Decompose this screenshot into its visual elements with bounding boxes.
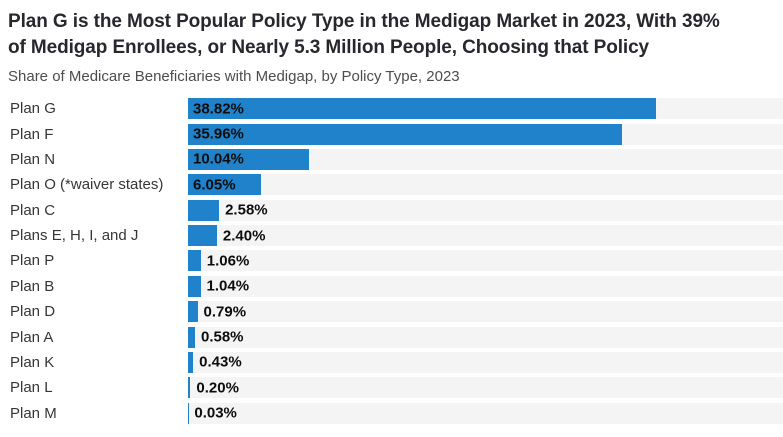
bar — [188, 98, 657, 120]
bar-track: 38.82% — [188, 98, 783, 120]
bar-chart: Plan G 38.82% Plan F 35.96% Plan N 10.04% Plan… — [0, 96, 783, 426]
chart-row: Plan O (*waiver states) 6.05% — [0, 172, 783, 197]
chart-row: Plan C 2.58% — [0, 198, 783, 223]
value-label: 2.40% — [222, 227, 266, 245]
category-label: Plan F — [10, 125, 54, 143]
category-label: Plan A — [10, 328, 54, 346]
chart-title-line-1: Plan G is the Most Popular Policy Type i… — [8, 11, 720, 32]
bar — [188, 123, 622, 145]
bar — [188, 326, 195, 348]
value-label: 10.04% — [193, 150, 244, 168]
bar-track: 1.04% — [188, 275, 783, 297]
bar — [188, 148, 310, 170]
value-label: 6.05% — [193, 176, 236, 194]
value-label: 0.03% — [194, 404, 237, 422]
bar-track: 1.06% — [188, 250, 783, 272]
bar-track: 0.03% — [188, 402, 783, 424]
chart-title: Plan G is the Most Popular Policy Type i… — [8, 9, 779, 60]
value-label: 0.20% — [196, 379, 239, 397]
bar-track: 35.96% — [188, 123, 783, 145]
chart-row: Plan G 38.82% — [0, 96, 783, 121]
category-label: Plan L — [10, 379, 53, 397]
category-label: Plan O (*waiver states) — [10, 176, 164, 194]
chart-row: Plan D 0.79% — [0, 299, 783, 324]
value-label: 0.58% — [200, 328, 244, 346]
category-label: Plan C — [10, 201, 56, 219]
category-label: Plans E, H, I, and J — [10, 227, 139, 245]
category-label: Plan M — [10, 404, 57, 422]
value-label: 2.58% — [225, 201, 268, 219]
bar-track: 0.20% — [188, 377, 783, 399]
chart-row: Plan K 0.43% — [0, 350, 783, 375]
bar-track: 0.79% — [188, 301, 783, 323]
bar — [188, 225, 217, 247]
bar-track: 10.04% — [188, 148, 783, 170]
bar-track: 0.58% — [188, 326, 783, 348]
bar — [188, 402, 189, 424]
bar-track: 2.40% — [188, 225, 783, 247]
bar-track: 0.43% — [188, 351, 783, 373]
bar — [188, 301, 198, 323]
chart-title-line-2: of Medigap Enrollees, or Nearly 5.3 Mill… — [8, 36, 650, 58]
bar — [188, 199, 220, 221]
value-label: 1.04% — [206, 277, 250, 295]
category-label: Plan G — [10, 100, 56, 118]
bar — [188, 250, 201, 272]
chart-row: Plan A 0.58% — [0, 324, 783, 349]
chart-row: Plan F 35.96% — [0, 121, 783, 146]
bar-track: 6.05% — [188, 174, 783, 196]
chart-subtitle: Share of Medicare Beneficiaries with Med… — [8, 68, 460, 85]
chart-row: Plan M 0.03% — [0, 401, 783, 426]
bar-track: 2.58% — [188, 199, 783, 221]
bar — [188, 377, 191, 399]
bar — [188, 275, 201, 297]
chart-row: Plan B 1.04% — [0, 274, 783, 299]
value-label: 35.96% — [193, 125, 244, 143]
chart-row: Plan L 0.20% — [0, 375, 783, 400]
category-label: Plan P — [10, 252, 55, 270]
chart-row: Plan P 1.06% — [0, 248, 783, 273]
bar — [188, 174, 261, 196]
category-label: Plan B — [10, 277, 55, 295]
category-label: Plan K — [10, 353, 55, 371]
category-label: Plan D — [10, 303, 56, 321]
chart-row: Plans E, H, I, and J 2.40% — [0, 223, 783, 248]
value-label: 0.43% — [199, 353, 242, 371]
value-label: 0.79% — [203, 303, 247, 321]
value-label: 1.06% — [206, 252, 250, 270]
value-label: 38.82% — [193, 100, 244, 118]
category-label: Plan N — [10, 150, 56, 168]
chart-row: Plan N 10.04% — [0, 147, 783, 172]
bar — [188, 351, 194, 373]
